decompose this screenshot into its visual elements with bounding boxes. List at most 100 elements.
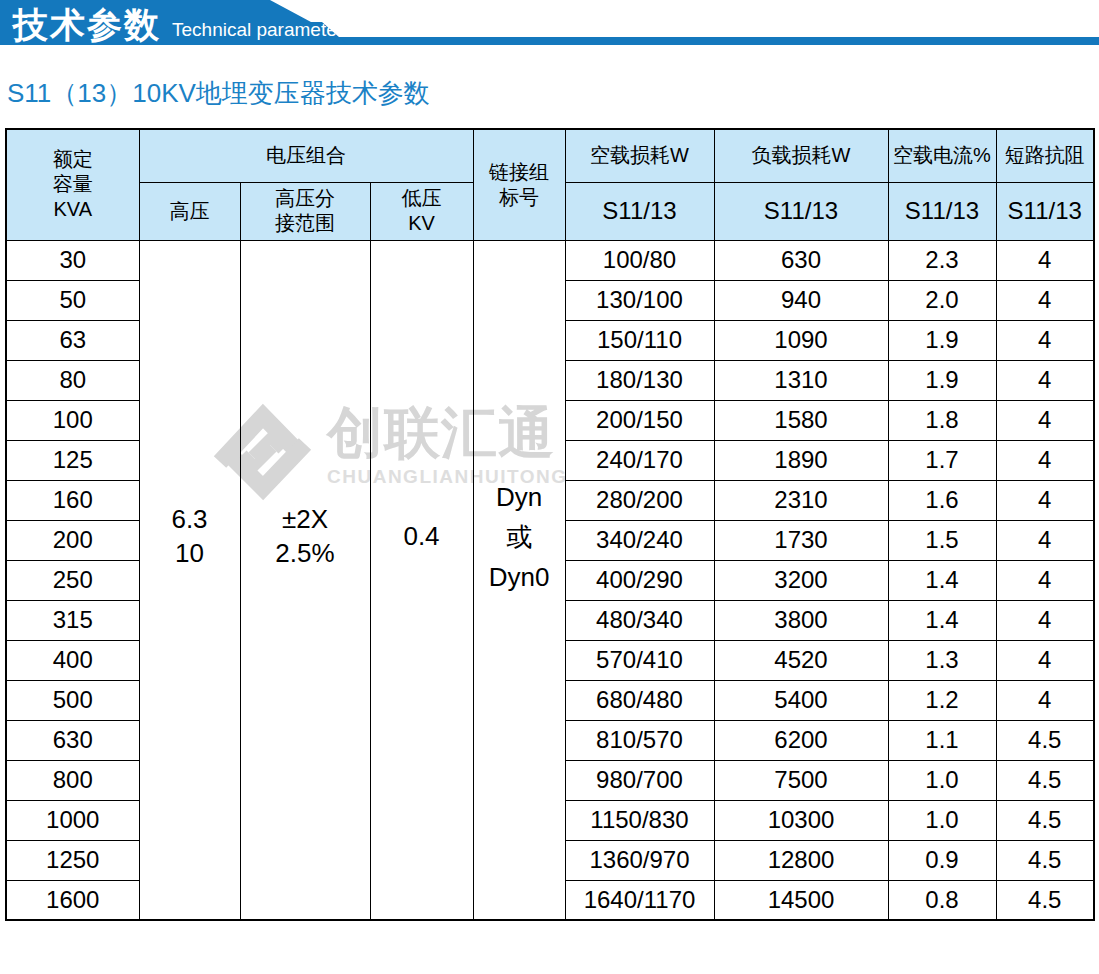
impedance-cell: 4 (996, 320, 1094, 360)
impedance-cell: 4 (996, 520, 1094, 560)
low-voltage-cell: 0.4 (370, 240, 473, 920)
impedance-cell: 4 (996, 600, 1094, 640)
capacity-cell: 100 (6, 400, 139, 440)
header-tap-range: 高压分 接范围 (240, 182, 370, 240)
impedance-cell: 4 (996, 440, 1094, 480)
capacity-cell: 400 (6, 640, 139, 680)
parameter-table-zone: 创联汇通 CHUANGLIANHUITONG 额定 容量 KVA 电压组合 链接… (5, 128, 1093, 928)
impedance-cell: 4.5 (996, 800, 1094, 840)
load-loss-cell: 4520 (714, 640, 888, 680)
table-header: 额定 容量 KVA 电压组合 链接组 标号 空载损耗W 负载损耗W 空载电流% … (6, 129, 1094, 240)
impedance-cell: 4 (996, 280, 1094, 320)
no-load-loss-cell: 340/240 (565, 520, 714, 560)
capacity-cell: 50 (6, 280, 139, 320)
tap-range-cell: ±2X 2.5% (240, 240, 370, 920)
header-low-voltage: 低压 KV (370, 182, 473, 240)
header-voltage-group: 电压组合 (139, 129, 473, 182)
impedance-cell: 4.5 (996, 840, 1094, 880)
no-load-loss-cell: 200/150 (565, 400, 714, 440)
no-load-current-cell: 1.5 (888, 520, 996, 560)
no-load-current-cell: 0.8 (888, 880, 996, 920)
load-loss-cell: 3800 (714, 600, 888, 640)
banner-title: 技术参数 (13, 2, 161, 49)
no-load-loss-cell: 150/110 (565, 320, 714, 360)
banner-band (290, 37, 1099, 45)
capacity-cell: 80 (6, 360, 139, 400)
no-load-loss-cell: 980/700 (565, 760, 714, 800)
impedance-cell: 4 (996, 240, 1094, 280)
table-row: 30 6.3 10 ±2X 2.5% 0.4 Dyn 或 Dyn0 100/80… (6, 240, 1094, 280)
header-vector-group: 链接组 标号 (473, 129, 565, 240)
banner-subtitle: Technical parameter (172, 19, 343, 41)
no-load-loss-cell: 480/340 (565, 600, 714, 640)
no-load-current-cell: 1.0 (888, 800, 996, 840)
no-load-loss-cell: 400/290 (565, 560, 714, 600)
impedance-cell: 4 (996, 480, 1094, 520)
header-no-load-current: 空载电流% (888, 129, 996, 182)
no-load-current-cell: 1.2 (888, 680, 996, 720)
header-model-impedance: S11/13 (996, 182, 1094, 240)
no-load-current-cell: 2.0 (888, 280, 996, 320)
capacity-cell: 160 (6, 480, 139, 520)
load-loss-cell: 1090 (714, 320, 888, 360)
page-title: S11（13）10KV地埋变压器技术参数 (7, 76, 430, 111)
impedance-cell: 4 (996, 400, 1094, 440)
header-row-1: 额定 容量 KVA 电压组合 链接组 标号 空载损耗W 负载损耗W 空载电流% … (6, 129, 1094, 182)
load-loss-cell: 5400 (714, 680, 888, 720)
load-loss-cell: 7500 (714, 760, 888, 800)
capacity-cell: 630 (6, 720, 139, 760)
no-load-current-cell: 1.9 (888, 320, 996, 360)
no-load-loss-cell: 240/170 (565, 440, 714, 480)
vector-group-cell: Dyn 或 Dyn0 (473, 240, 565, 920)
load-loss-cell: 940 (714, 280, 888, 320)
load-loss-cell: 1580 (714, 400, 888, 440)
capacity-cell: 30 (6, 240, 139, 280)
impedance-cell: 4 (996, 560, 1094, 600)
capacity-cell: 250 (6, 560, 139, 600)
parameter-table: 额定 容量 KVA 电压组合 链接组 标号 空载损耗W 负载损耗W 空载电流% … (5, 128, 1095, 921)
header-model-no-load-current: S11/13 (888, 182, 996, 240)
header-no-load-loss: 空载损耗W (565, 129, 714, 182)
table-body: 30 6.3 10 ±2X 2.5% 0.4 Dyn 或 Dyn0 100/80… (6, 240, 1094, 920)
no-load-loss-cell: 1640/1170 (565, 880, 714, 920)
capacity-cell: 1250 (6, 840, 139, 880)
capacity-cell: 200 (6, 520, 139, 560)
no-load-loss-cell: 1360/970 (565, 840, 714, 880)
no-load-current-cell: 1.9 (888, 360, 996, 400)
no-load-loss-cell: 280/200 (565, 480, 714, 520)
no-load-current-cell: 1.7 (888, 440, 996, 480)
no-load-loss-cell: 1150/830 (565, 800, 714, 840)
capacity-cell: 1600 (6, 880, 139, 920)
impedance-cell: 4 (996, 640, 1094, 680)
no-load-current-cell: 1.3 (888, 640, 996, 680)
no-load-current-cell: 1.6 (888, 480, 996, 520)
capacity-cell: 800 (6, 760, 139, 800)
no-load-current-cell: 2.3 (888, 240, 996, 280)
load-loss-cell: 1890 (714, 440, 888, 480)
no-load-loss-cell: 680/480 (565, 680, 714, 720)
load-loss-cell: 14500 (714, 880, 888, 920)
capacity-cell: 1000 (6, 800, 139, 840)
no-load-loss-cell: 570/410 (565, 640, 714, 680)
no-load-loss-cell: 810/570 (565, 720, 714, 760)
load-loss-cell: 1730 (714, 520, 888, 560)
no-load-current-cell: 1.1 (888, 720, 996, 760)
header-model-load-loss: S11/13 (714, 182, 888, 240)
no-load-current-cell: 1.0 (888, 760, 996, 800)
no-load-loss-cell: 130/100 (565, 280, 714, 320)
impedance-cell: 4.5 (996, 880, 1094, 920)
load-loss-cell: 12800 (714, 840, 888, 880)
capacity-cell: 63 (6, 320, 139, 360)
no-load-current-cell: 0.9 (888, 840, 996, 880)
header-load-loss: 负载损耗W (714, 129, 888, 182)
no-load-loss-cell: 180/130 (565, 360, 714, 400)
no-load-loss-cell: 100/80 (565, 240, 714, 280)
high-voltage-cell: 6.3 10 (139, 240, 240, 920)
impedance-cell: 4.5 (996, 720, 1094, 760)
banner: 技术参数 Technical parameter (0, 0, 1099, 46)
load-loss-cell: 6200 (714, 720, 888, 760)
no-load-current-cell: 1.4 (888, 560, 996, 600)
load-loss-cell: 2310 (714, 480, 888, 520)
capacity-cell: 315 (6, 600, 139, 640)
header-high-voltage: 高压 (139, 182, 240, 240)
